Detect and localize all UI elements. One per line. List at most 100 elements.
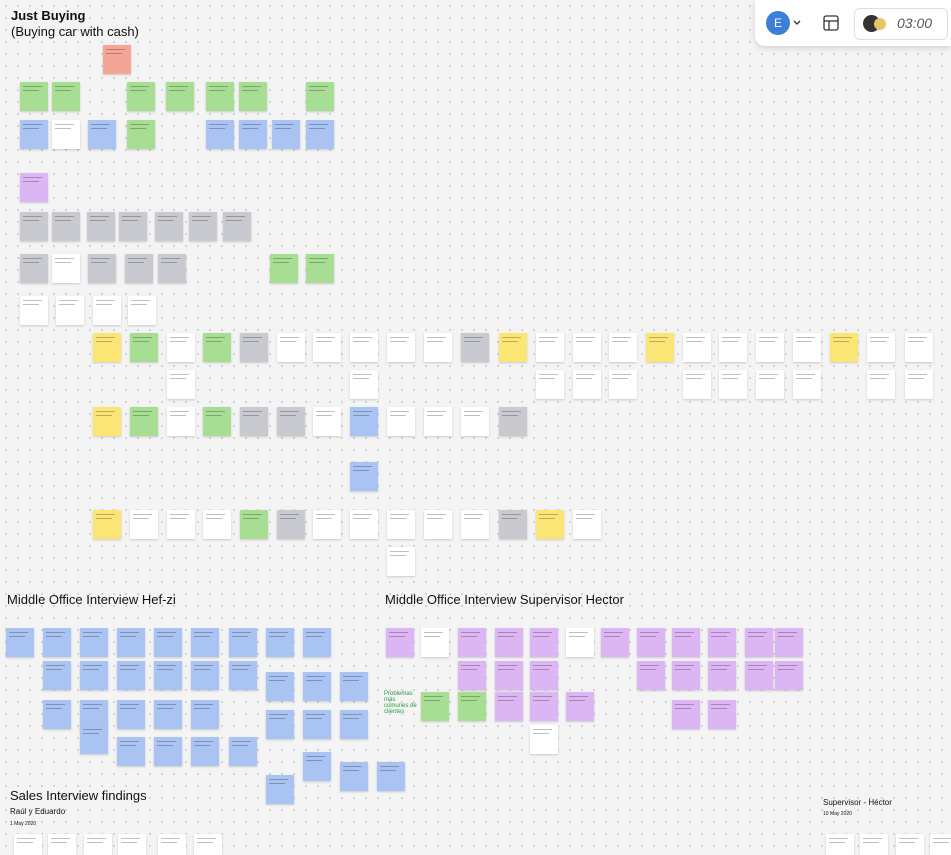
sticky-note[interactable]	[609, 333, 637, 362]
sticky-note[interactable]	[203, 407, 231, 436]
sticky-note[interactable]	[303, 710, 331, 739]
sticky-note[interactable]	[125, 254, 153, 283]
sticky-note[interactable]	[20, 254, 48, 283]
sticky-note[interactable]	[93, 296, 121, 325]
sticky-note[interactable]	[84, 834, 112, 855]
sticky-note[interactable]	[117, 737, 145, 766]
sticky-note[interactable]	[867, 370, 895, 399]
sticky-note[interactable]	[683, 333, 711, 362]
sticky-note[interactable]	[206, 120, 234, 149]
sticky-note[interactable]	[306, 82, 334, 111]
sticky-note[interactable]	[499, 407, 527, 436]
sticky-note[interactable]	[377, 762, 405, 791]
sticky-note[interactable]	[87, 212, 115, 241]
sticky-note[interactable]	[20, 120, 48, 149]
sticky-note[interactable]	[387, 333, 415, 362]
sticky-note[interactable]	[93, 407, 121, 436]
sticky-note[interactable]	[240, 333, 268, 362]
sticky-note[interactable]	[719, 370, 747, 399]
sticky-note[interactable]	[154, 700, 182, 729]
sticky-note[interactable]	[530, 628, 558, 657]
sticky-note[interactable]	[458, 628, 486, 657]
sticky-note[interactable]	[424, 407, 452, 436]
sticky-note[interactable]	[167, 333, 195, 362]
sticky-note[interactable]	[239, 82, 267, 111]
sticky-note[interactable]	[499, 510, 527, 539]
sticky-note[interactable]	[167, 370, 195, 399]
sticky-note[interactable]	[340, 672, 368, 701]
sticky-note[interactable]	[52, 82, 80, 111]
sticky-note[interactable]	[756, 333, 784, 362]
sticky-note[interactable]	[306, 120, 334, 149]
sticky-note[interactable]	[536, 333, 564, 362]
sticky-note[interactable]	[52, 120, 80, 149]
sticky-note[interactable]	[424, 510, 452, 539]
sticky-note[interactable]	[154, 661, 182, 690]
sticky-note[interactable]	[266, 710, 294, 739]
sticky-note[interactable]	[303, 672, 331, 701]
sticky-note[interactable]	[421, 628, 449, 657]
sticky-note[interactable]	[756, 370, 784, 399]
sticky-note[interactable]	[719, 333, 747, 362]
sticky-note[interactable]	[48, 834, 76, 855]
sticky-note[interactable]	[530, 725, 558, 754]
sticky-note[interactable]	[166, 82, 194, 111]
sticky-note[interactable]	[313, 333, 341, 362]
sticky-note[interactable]	[495, 661, 523, 690]
sticky-note[interactable]	[240, 510, 268, 539]
sticky-note[interactable]	[266, 628, 294, 657]
layout-button[interactable]	[823, 15, 839, 31]
sticky-note[interactable]	[495, 628, 523, 657]
sticky-note[interactable]	[536, 370, 564, 399]
sticky-note[interactable]	[158, 834, 186, 855]
sticky-note[interactable]	[56, 296, 84, 325]
sticky-note[interactable]	[119, 212, 147, 241]
sticky-note[interactable]	[117, 661, 145, 690]
sticky-note[interactable]	[826, 834, 854, 855]
sticky-note[interactable]	[637, 661, 665, 690]
sticky-note[interactable]	[495, 692, 523, 721]
sticky-note[interactable]	[306, 254, 334, 283]
sticky-note[interactable]	[683, 370, 711, 399]
sticky-note[interactable]	[421, 692, 449, 721]
sticky-note[interactable]	[20, 82, 48, 111]
sticky-note[interactable]	[6, 628, 34, 657]
sticky-note[interactable]	[277, 510, 305, 539]
sticky-note[interactable]	[458, 692, 486, 721]
sticky-note[interactable]	[708, 700, 736, 729]
sticky-note[interactable]	[130, 407, 158, 436]
sticky-note[interactable]	[93, 333, 121, 362]
sticky-note[interactable]	[350, 370, 378, 399]
sticky-note[interactable]	[860, 834, 888, 855]
sticky-note[interactable]	[896, 834, 924, 855]
sticky-note[interactable]	[127, 82, 155, 111]
avatar[interactable]: E	[766, 11, 790, 35]
sticky-note[interactable]	[93, 510, 121, 539]
sticky-note[interactable]	[80, 700, 108, 729]
sticky-note[interactable]	[14, 834, 42, 855]
sticky-note[interactable]	[128, 296, 156, 325]
sticky-note[interactable]	[203, 333, 231, 362]
sticky-note[interactable]	[566, 692, 594, 721]
sticky-note[interactable]	[130, 333, 158, 362]
sticky-note[interactable]	[745, 628, 773, 657]
sticky-note[interactable]	[167, 510, 195, 539]
sticky-note[interactable]	[830, 333, 858, 362]
sticky-note[interactable]	[350, 407, 378, 436]
sticky-note[interactable]	[203, 510, 231, 539]
sticky-note[interactable]	[930, 834, 951, 855]
sticky-note[interactable]	[313, 510, 341, 539]
sticky-note[interactable]	[206, 82, 234, 111]
sticky-note[interactable]	[127, 120, 155, 149]
sticky-note[interactable]	[189, 212, 217, 241]
sticky-note[interactable]	[191, 661, 219, 690]
sticky-note[interactable]	[775, 661, 803, 690]
sticky-note[interactable]	[80, 725, 108, 754]
sticky-note[interactable]	[52, 212, 80, 241]
sticky-note[interactable]	[229, 661, 257, 690]
sticky-note[interactable]	[270, 254, 298, 283]
sticky-note[interactable]	[387, 547, 415, 576]
sticky-note[interactable]	[80, 628, 108, 657]
sticky-note[interactable]	[708, 661, 736, 690]
sticky-note[interactable]	[272, 120, 300, 149]
